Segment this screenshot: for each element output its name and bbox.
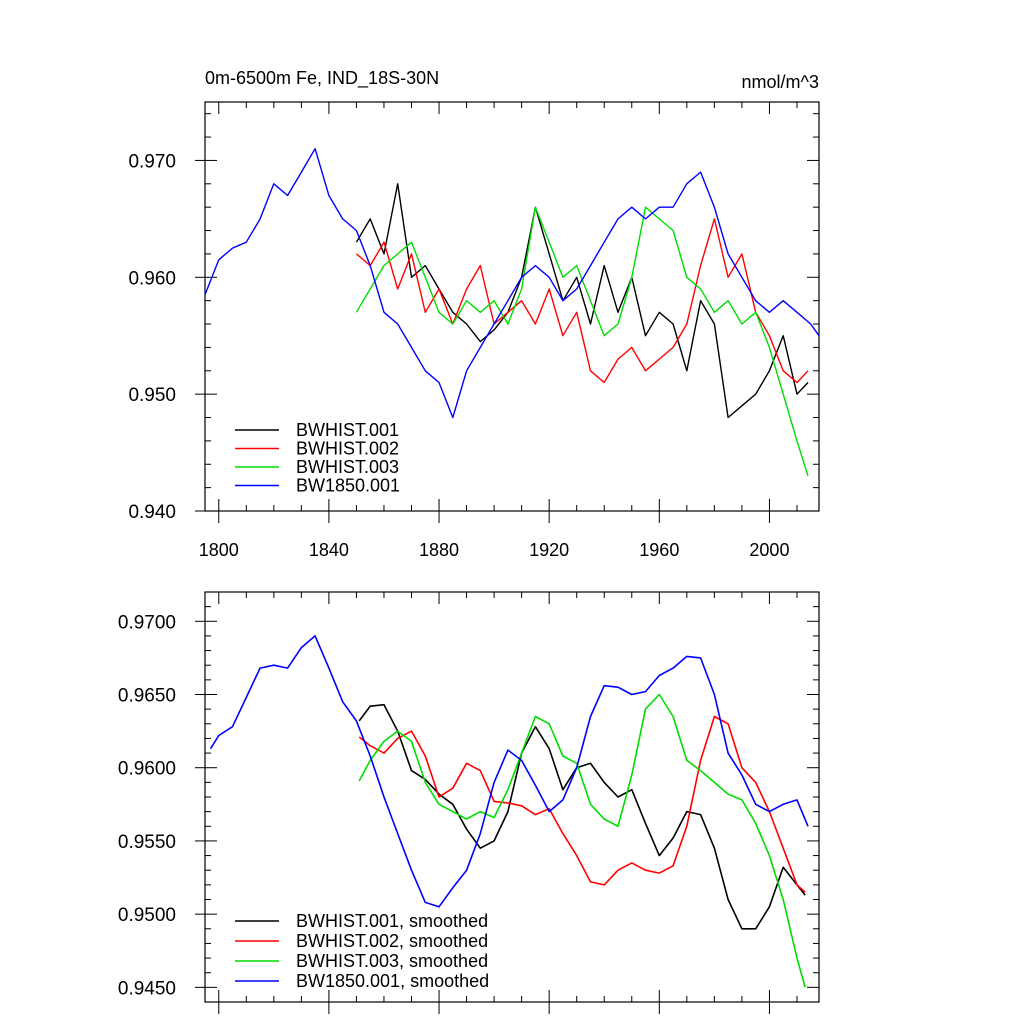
top-chart-units: nmol/m^3: [742, 72, 819, 92]
x-tick-label: 1920: [529, 540, 569, 560]
y-tick-label: 0.9500: [118, 905, 176, 926]
legend-label: BWHIST.001: [296, 420, 399, 440]
x-tick-label: 1880: [419, 540, 459, 560]
legend-label: BW1850.001, smoothed: [296, 971, 489, 991]
x-tick-label: 1960: [639, 540, 679, 560]
series-line: [209, 635, 809, 908]
y-tick-label: 0.960: [128, 268, 176, 289]
legend-label: BW1850.001: [296, 476, 400, 496]
series-line: [355, 206, 809, 477]
series-line: [358, 703, 806, 930]
series-line: [355, 183, 809, 419]
y-tick-label: 0.950: [128, 385, 176, 406]
series-line: [355, 218, 809, 384]
series-line: [204, 147, 820, 419]
legend-label: BWHIST.003: [296, 457, 399, 477]
bottom-series-lines: [209, 635, 809, 988]
legend-label: BWHIST.002, smoothed: [296, 931, 488, 951]
bottom-panel: 0.9450 0.9500 0.9550 0.9600 0.9650 0.9700 BWH…: [118, 591, 820, 1014]
top-panel: 0m-6500m Fe, IND_18S-30N nmol/m^3 1800 18…: [128, 68, 820, 560]
x-tick-label: 2000: [749, 540, 789, 560]
x-tick-label: 1840: [309, 540, 349, 560]
top-chart-title: 0m-6500m Fe, IND_18S-30N: [205, 68, 439, 89]
series-line: [358, 715, 806, 893]
y-tick-label: 0.9550: [118, 832, 176, 853]
y-tick-label: 0.970: [128, 151, 176, 172]
x-tick-label: 1800: [199, 540, 239, 560]
y-tick-label: 0.9450: [118, 978, 176, 999]
legend-label: BWHIST.002: [296, 439, 399, 459]
bottom-axis-ticks: 0.9450 0.9500 0.9550 0.9600 0.9650 0.9700: [118, 591, 819, 1014]
legend-label: BWHIST.003, smoothed: [296, 951, 488, 971]
top-plot-frame: [204, 101, 820, 512]
y-tick-label: 0.9650: [118, 686, 176, 707]
top-series-lines: [204, 147, 820, 477]
y-tick-label: 0.940: [128, 502, 176, 523]
series-line: [358, 693, 806, 988]
y-tick-label: 0.9600: [118, 759, 176, 780]
legend-label: BWHIST.001, smoothed: [296, 911, 488, 931]
top-axis-ticks: 1800 1840 1880 1920 1960 2000 0.940 0.950 0.960 0…: [128, 102, 819, 560]
y-tick-label: 0.9700: [118, 612, 176, 633]
